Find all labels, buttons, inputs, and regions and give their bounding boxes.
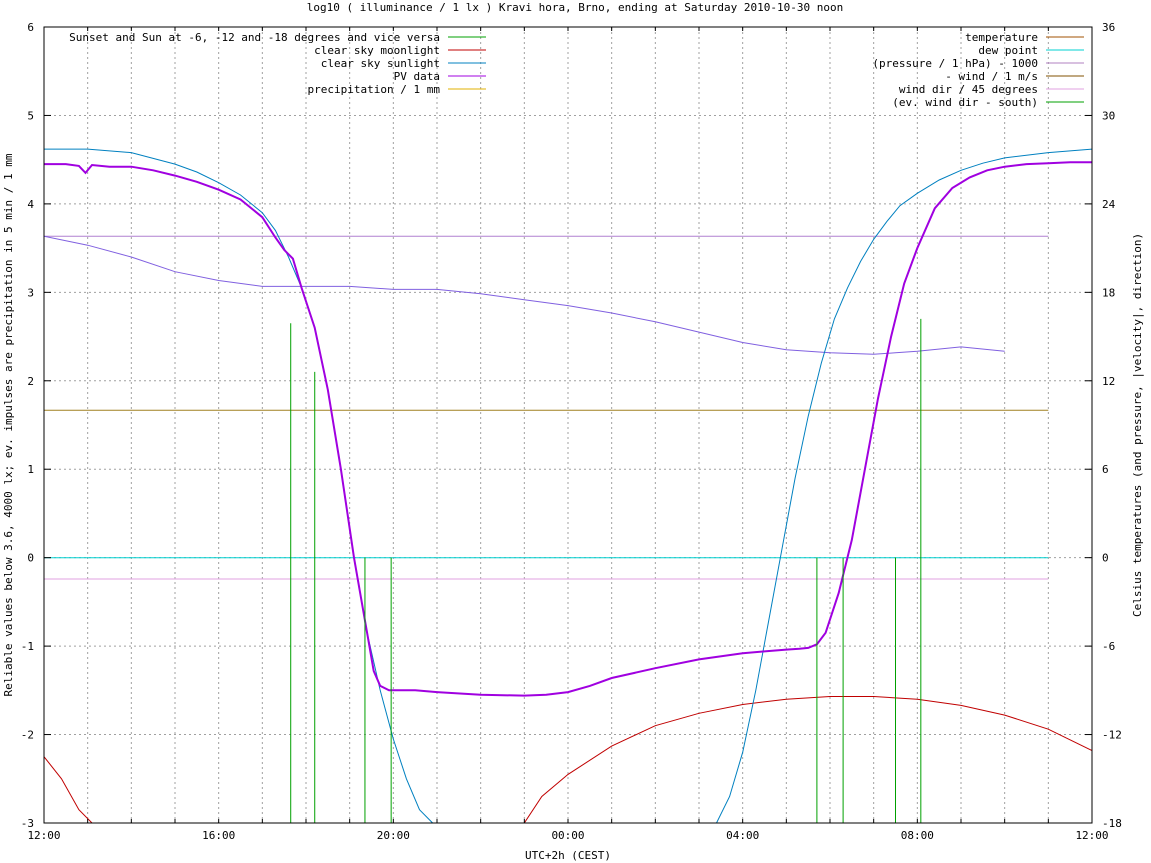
y-tick-label: 2 [27, 375, 34, 388]
y-tick-label: 5 [27, 109, 34, 122]
y-tick-label: 1 [27, 463, 34, 476]
legend-left-label: clear sky sunlight [321, 57, 440, 70]
y2-tick-label: 36 [1102, 21, 1115, 34]
x-tick-label: 12:00 [27, 829, 60, 842]
clear-sky-sunlight-line [44, 148, 1092, 823]
y-tick-label: -1 [21, 640, 34, 653]
y-tick-label: 0 [27, 552, 34, 565]
axis-ticks: 12:00 16:00 20:00 00:00 04:00 08:00 12:00-3-2-… [21, 21, 1122, 842]
clear-sky-moonlight-line [523, 696, 1092, 823]
y-tick-label: 4 [27, 198, 34, 211]
x-tick-label: 12:00 [1075, 829, 1108, 842]
y-tick-label: -2 [21, 729, 34, 742]
y2-tick-label: 30 [1102, 109, 1115, 122]
y2-tick-label: -6 [1102, 640, 1115, 653]
y2-tick-label: 6 [1102, 463, 1109, 476]
y2-tick-label: -12 [1102, 729, 1122, 742]
legend-left-label: Sunset and Sun at -6, -12 and -18 degree… [69, 31, 440, 44]
clear-sky-moonlight-line [44, 756, 93, 823]
legend-right-label: dew point [978, 44, 1038, 57]
legend-right-label: (ev. wind dir - south) [892, 96, 1038, 109]
y-tick-label: -3 [21, 817, 34, 830]
legend-left-label: PV data [394, 70, 440, 83]
x-tick-label: 08:00 [901, 829, 934, 842]
y2-axis-label: Celsius temperatures (and pressure, |vel… [1131, 233, 1144, 617]
x-axis-label: UTC+2h (CEST) [525, 849, 611, 862]
legend-right-label: (pressure / 1 hPa) - 1000 [872, 57, 1038, 70]
legend-right-label: wind dir / 45 degrees [899, 83, 1038, 96]
pressure-line [44, 235, 1005, 355]
legend-left-label: clear sky moonlight [314, 44, 440, 57]
series-lines [44, 148, 1092, 823]
x-tick-label: 20:00 [377, 829, 410, 842]
sun-event-impulses [290, 318, 922, 823]
x-tick-label: 00:00 [551, 829, 584, 842]
legend: Sunset and Sun at -6, -12 and -18 degree… [69, 31, 1084, 109]
chart-title: log10 ( illuminance / 1 lx ) Kravi hora,… [307, 1, 843, 14]
y2-tick-label: 18 [1102, 286, 1115, 299]
x-tick-label: 16:00 [202, 829, 235, 842]
x-tick-label: 04:00 [726, 829, 759, 842]
legend-left-label: precipitation / 1 mm [308, 83, 441, 96]
y-tick-label: 3 [27, 286, 34, 299]
y-axis-label: Reliable values below 3.6, 4000 lx; ev. … [2, 153, 15, 696]
y2-tick-label: -18 [1102, 817, 1122, 830]
legend-right-label: - wind / 1 m/s [945, 70, 1038, 83]
legend-right-label: temperature [965, 31, 1038, 44]
y2-tick-label: 12 [1102, 375, 1115, 388]
y-tick-label: 6 [27, 21, 34, 34]
y2-tick-label: 24 [1102, 198, 1116, 211]
pv-data-line [44, 161, 1092, 697]
y2-tick-label: 0 [1102, 552, 1109, 565]
